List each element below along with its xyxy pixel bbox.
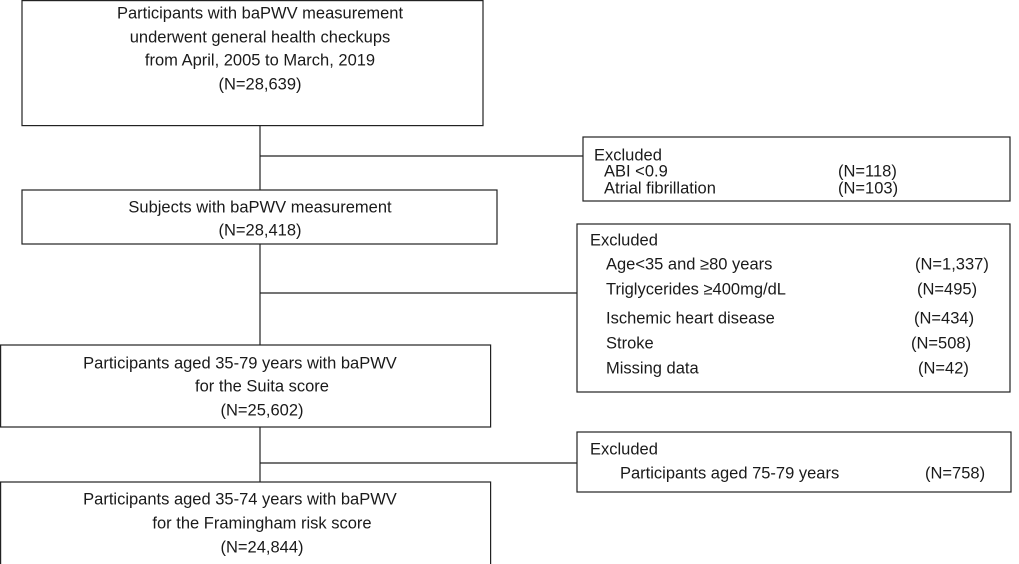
exclusion-reason: Participants aged 75-79 years bbox=[620, 464, 839, 482]
node-text: underwent general health checkups bbox=[130, 28, 391, 46]
exclusion-title: Excluded bbox=[590, 231, 658, 249]
node-box bbox=[0, 481, 492, 564]
exclusion-reason: ABI <0.9 bbox=[604, 162, 668, 180]
exclusion-reason: Age<35 and ≥80 years bbox=[606, 255, 772, 273]
exclusion-box bbox=[576, 223, 1011, 393]
node-text: (N=28,418) bbox=[218, 221, 301, 239]
exclusion-reason: Triglycerides ≥400mg/dL bbox=[606, 280, 786, 298]
node-text: (N=24,844) bbox=[220, 538, 303, 556]
exclusion-title: Excluded bbox=[590, 440, 658, 458]
node-text: Participants aged 35-79 years with baPWV bbox=[83, 354, 397, 372]
exclusion-count: (N=495) bbox=[917, 280, 977, 298]
exclusion-count: (N=434) bbox=[914, 309, 974, 327]
node-text: from April, 2005 to March, 2019 bbox=[145, 51, 375, 69]
exclusion-box bbox=[582, 136, 1011, 202]
exclusion-count: (N=42) bbox=[918, 359, 969, 377]
node-text: for the Suita score bbox=[195, 377, 329, 395]
node-text: Participants aged 35-74 years with baPWV bbox=[83, 490, 397, 508]
exclusion-count: (N=508) bbox=[911, 334, 971, 352]
exclusion-box bbox=[576, 431, 1012, 493]
node-box bbox=[21, 189, 498, 245]
exclusion-reason: Stroke bbox=[606, 334, 654, 352]
node-box bbox=[0, 344, 492, 428]
node-text: for the Framingham risk score bbox=[152, 514, 371, 532]
exclusion-count: (N=118) bbox=[838, 162, 897, 180]
node-text: (N=25,602) bbox=[220, 401, 303, 419]
exclusion-reason: Missing data bbox=[606, 359, 699, 377]
exclusion-count: (N=1,337) bbox=[915, 255, 989, 273]
node-text: (N=28,639) bbox=[218, 75, 301, 93]
exclusion-reason: Ischemic heart disease bbox=[606, 309, 775, 327]
node-box bbox=[21, 0, 484, 127]
exclusion-title: Excluded bbox=[594, 146, 662, 164]
exclusion-reason: Atrial fibrillation bbox=[604, 179, 716, 197]
node-text: Subjects with baPWV measurement bbox=[128, 198, 392, 216]
node-text: Participants with baPWV measurement bbox=[117, 4, 404, 22]
exclusion-count: (N=758) bbox=[925, 464, 985, 482]
exclusion-count: (N=103) bbox=[838, 179, 898, 197]
